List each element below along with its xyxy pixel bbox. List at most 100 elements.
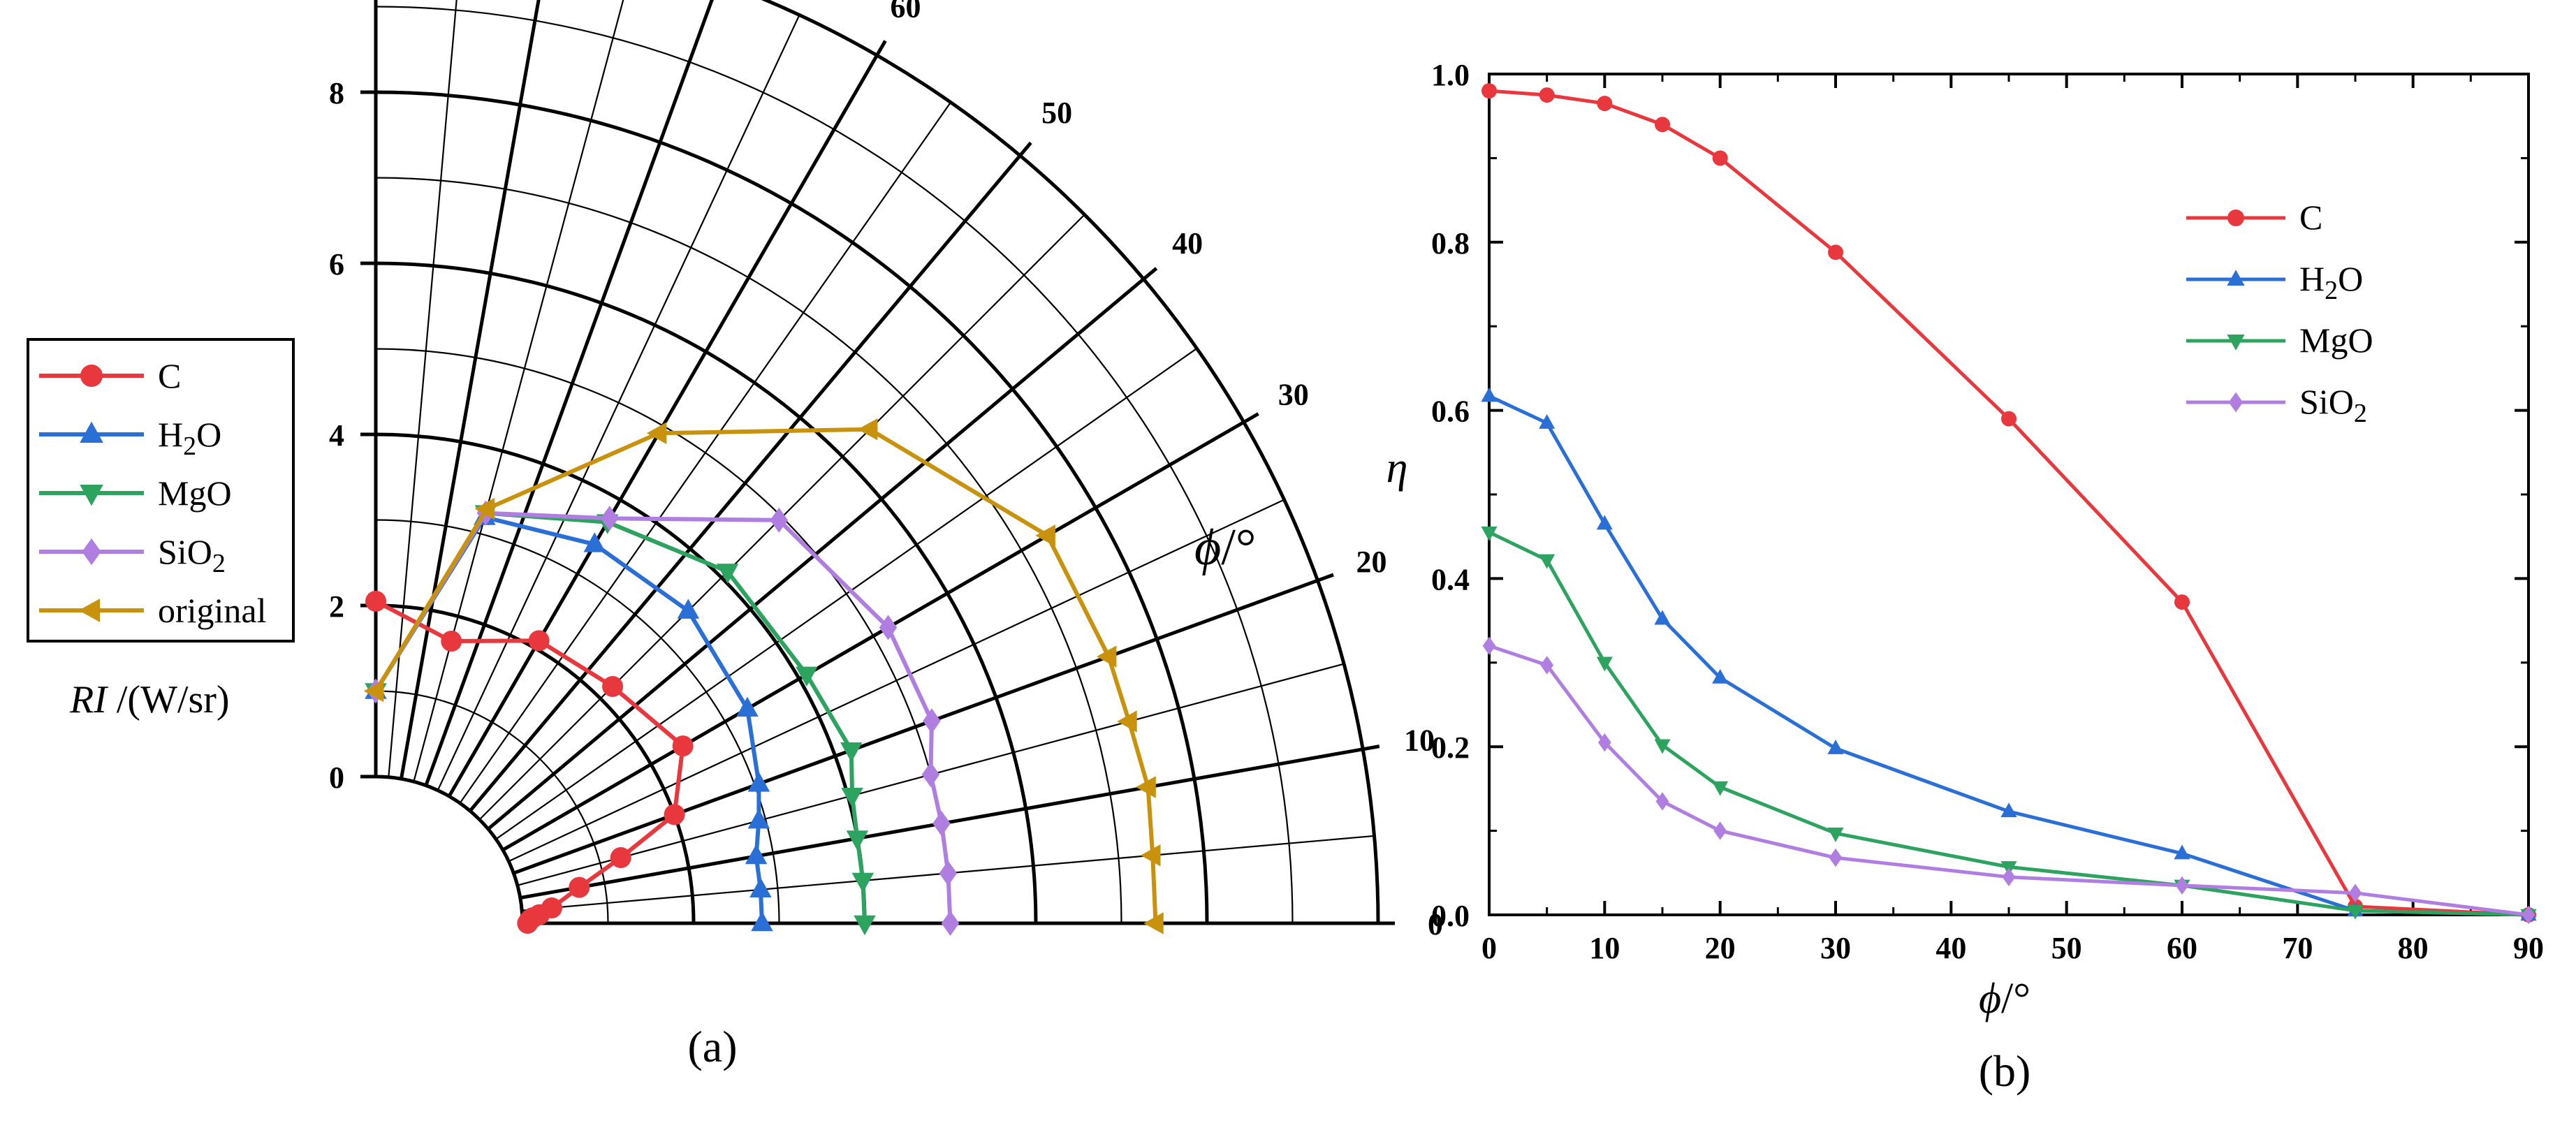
polar-grid: [360, 0, 1395, 925]
polar-point-original: [857, 418, 878, 441]
angle-tick: [1317, 573, 1334, 582]
legend-box: [27, 338, 295, 643]
polar-point-H2O: [751, 911, 773, 932]
polar-point-C: [365, 590, 386, 612]
polar-point-H2O: [677, 599, 700, 619]
point-SiO2: [1655, 792, 1669, 811]
line-H2O: [1488, 394, 2529, 917]
polar-point-H2O: [745, 844, 768, 865]
polar-point-H2O: [747, 808, 770, 829]
line-series: [1481, 83, 2537, 925]
minor-spoke: [388, 0, 458, 777]
x-tick-label: 50: [2051, 931, 2082, 965]
point-SiO2: [2348, 883, 2362, 902]
angle-tick: [1243, 412, 1259, 424]
angle-tick-label: 10: [1404, 724, 1435, 758]
radial-tick-label: 4: [329, 418, 344, 453]
radial-tick-label: 6: [329, 247, 344, 281]
x-tick-label: 40: [1935, 931, 1966, 965]
radial-tick-label: 0: [329, 761, 344, 795]
y-tick-label: 0.2: [1431, 731, 1470, 765]
polar-tick-labels: 02468100102030405060708090: [329, 0, 1443, 941]
polar-point-C: [528, 630, 550, 652]
line-C: [1488, 89, 2529, 917]
point-SiO2: [2002, 867, 2016, 887]
angle-tick-label: 60: [891, 0, 921, 24]
polar-point-C: [672, 735, 694, 757]
point-MgO: [1481, 526, 1498, 541]
minor-spoke: [495, 348, 1198, 840]
point-SiO2: [2522, 905, 2535, 925]
point-H2O: [1596, 515, 1613, 530]
polar-line-SiO2: [374, 511, 953, 924]
x-axis-label: ϕ/°: [1979, 975, 2030, 1022]
legend-marker: [80, 421, 103, 443]
point-H2O: [1481, 387, 1498, 402]
point-H2O: [1827, 739, 1844, 754]
point-MgO: [2347, 904, 2364, 920]
y-axis-label: η: [1386, 444, 1408, 492]
angle-tick-label: 0: [1428, 907, 1443, 941]
legend-marker: [2227, 210, 2244, 226]
minor-spoke: [437, 14, 800, 791]
polar-point-original: [363, 680, 384, 703]
major-spoke: [513, 578, 1319, 875]
radial-tick-label: 2: [329, 589, 344, 624]
polar-point-MgO: [840, 742, 863, 763]
legend-marker: [78, 599, 100, 622]
point-H2O: [1654, 610, 1671, 625]
polar-point-C: [610, 847, 631, 869]
polar-line-C: [374, 599, 685, 925]
point-MgO: [1596, 656, 1613, 672]
legend-label: SiO2: [158, 532, 226, 578]
polar-point-SiO2: [921, 762, 940, 788]
polar-chart: 02468100102030405060708090 CH2OMgOSiO2or…: [27, 0, 1443, 1071]
point-C: [1481, 83, 1497, 99]
point-C: [1539, 87, 1555, 103]
legend-marker: [2227, 270, 2245, 286]
polar-point-original: [1136, 776, 1156, 798]
point-H2O: [2000, 802, 2017, 818]
x-tick-label: 0: [1481, 931, 1497, 965]
legend-label: H2O: [2299, 259, 2363, 305]
point-MgO: [1539, 554, 1556, 569]
point-SiO2: [1540, 656, 1554, 675]
line-axes: [1488, 73, 2530, 916]
angle-tick: [1018, 141, 1032, 157]
polar-point-SiO2: [939, 860, 958, 886]
polar-point-C: [569, 876, 590, 898]
polar-point-SiO2: [941, 911, 960, 936]
polar-point-SiO2: [879, 615, 898, 640]
polar-point-MgO: [851, 872, 874, 893]
point-MgO: [1712, 781, 1729, 796]
point-H2O: [1712, 668, 1729, 684]
point-C: [1597, 96, 1613, 112]
polar-point-original: [1143, 912, 1164, 934]
point-SiO2: [2175, 876, 2189, 895]
major-spoke: [400, 0, 541, 779]
major-spoke: [424, 0, 714, 786]
polar-point-original: [646, 422, 667, 445]
legend-label: C: [2299, 198, 2322, 237]
legend-marker: [2228, 392, 2244, 413]
legend-label: C: [158, 356, 181, 395]
y-tick-label: 0.6: [1431, 395, 1470, 429]
legend-label: SiO2: [2299, 382, 2367, 428]
polar-point-H2O: [583, 532, 606, 552]
point-SiO2: [1482, 636, 1496, 655]
caption-a: (a): [687, 1022, 737, 1071]
x-tick-label: 70: [2282, 931, 2313, 965]
point-C: [1712, 150, 1728, 166]
y-tick-label: 0.0: [1431, 899, 1470, 933]
line-chart: 0 10 20 30 40 50 60 70 80 90 0.0 0.2 0.4 0.6 0.8 1.0 CH…: [1386, 58, 2544, 1096]
polar-point-H2O: [747, 772, 770, 792]
polar-point-C: [664, 804, 685, 825]
polar-line-original: [374, 427, 1158, 924]
x-tick-label: 80: [2398, 931, 2429, 965]
polar-point-C: [602, 675, 624, 697]
major-spoke: [469, 154, 1022, 812]
point-C: [1655, 117, 1670, 133]
polar-point-H2O: [749, 877, 772, 898]
point-SiO2: [1713, 821, 1727, 840]
